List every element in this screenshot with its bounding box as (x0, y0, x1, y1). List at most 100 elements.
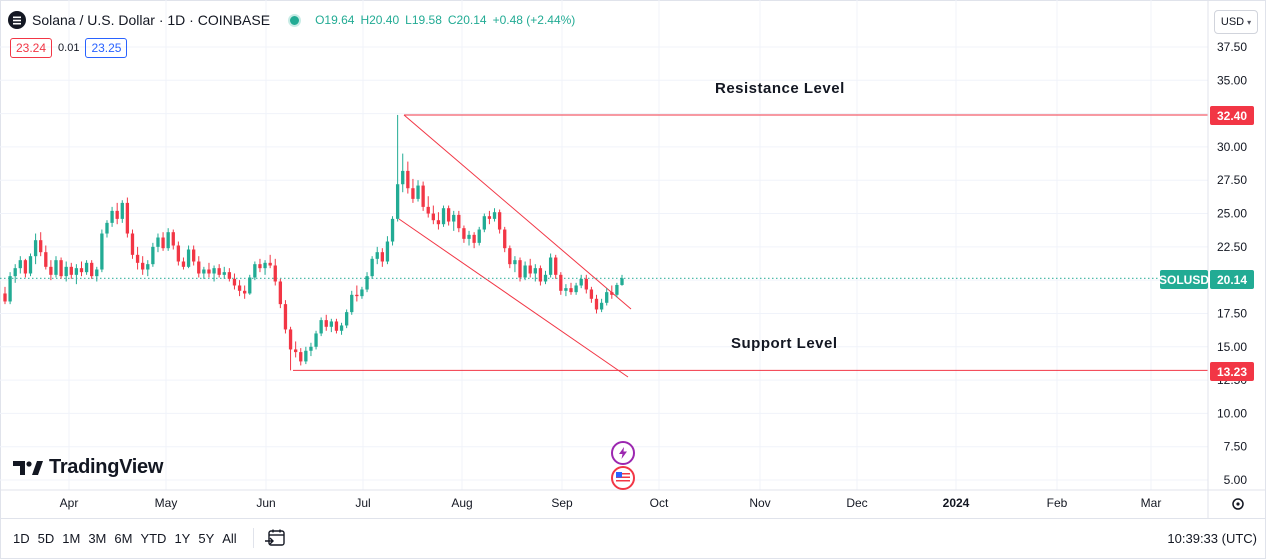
candle (171, 229, 175, 250)
us-flag-event-icon[interactable] (611, 466, 635, 490)
candle (59, 257, 63, 279)
candle (503, 226, 507, 253)
event-lightning-icon[interactable] (611, 441, 635, 465)
resistance-level-label[interactable]: Resistance Level (715, 80, 845, 97)
candle (375, 246, 379, 265)
candle (615, 282, 619, 298)
price-tick-label: 35.00 (1217, 73, 1247, 87)
time-tick-label: Aug (451, 496, 472, 510)
candle (324, 314, 328, 331)
candle (574, 282, 578, 295)
low-label: L (405, 13, 412, 27)
time-tick-label: Oct (650, 496, 669, 510)
candle (554, 254, 558, 279)
candle (202, 266, 206, 279)
range-button-5y[interactable]: 5Y (198, 530, 215, 546)
candle (431, 205, 435, 225)
candle (390, 216, 395, 246)
utc-clock[interactable]: 10:39:33 (UTC) (1167, 530, 1257, 546)
candle (176, 241, 181, 266)
range-button-1d[interactable]: 1D (13, 530, 30, 546)
candle (309, 342, 313, 357)
candle (90, 260, 94, 279)
symbol-title[interactable]: Solana / U.S. Dollar · 1D · COINBASE (32, 12, 271, 28)
price-tick-label: 15.00 (1217, 340, 1247, 354)
range-button-all[interactable]: All (222, 530, 237, 546)
candle (579, 274, 583, 289)
candle (508, 245, 512, 269)
current-price-text: 20.14 (1217, 273, 1247, 287)
candle (355, 285, 359, 302)
candle (487, 210, 492, 225)
sell-price-button[interactable]: 23.24 (10, 38, 53, 58)
resistance-price-tag: 32.40 (1210, 106, 1254, 125)
support-level-label[interactable]: Support Level (731, 335, 838, 352)
spread-value: 0.01 (58, 42, 80, 54)
candle (610, 285, 614, 299)
open-value: 19.64 (324, 13, 355, 27)
candle (197, 256, 201, 278)
calendar-goto-icon[interactable] (264, 527, 286, 549)
candle (166, 228, 170, 251)
candle (370, 256, 374, 279)
open-label: O (315, 13, 325, 27)
support-price-tag: 13.23 (1210, 362, 1254, 381)
range-button-3m[interactable]: 3M (88, 530, 107, 546)
settings-gear-icon[interactable] (1232, 498, 1244, 510)
candle (304, 346, 308, 365)
candle (217, 264, 221, 278)
candle (120, 200, 124, 223)
candle (18, 256, 22, 274)
candle (135, 246, 140, 270)
market-status-icon[interactable] (288, 13, 302, 27)
candle (161, 232, 165, 251)
range-button-1y[interactable]: 1Y (174, 530, 191, 546)
channel-lower-line[interactable] (398, 218, 629, 378)
candle (74, 264, 79, 285)
range-button-1m[interactable]: 1M (62, 530, 81, 546)
channel-upper-line[interactable] (403, 114, 632, 310)
range-buttons: 1D 5D 1M 3M 6M YTD 1Y 5Y All (9, 527, 241, 550)
candle (79, 261, 84, 277)
tradingview-logo[interactable]: TradingView (13, 456, 163, 479)
candle (569, 282, 573, 295)
time-tick-label: Nov (749, 496, 770, 510)
candle (594, 294, 599, 314)
solana-icon[interactable] (8, 11, 26, 29)
high-value: 20.40 (369, 13, 400, 27)
current-symbol-text: SOLUSD (1159, 273, 1209, 287)
candle (523, 261, 527, 281)
chart-grid (0, 0, 1208, 490)
range-button-6m[interactable]: 6M (114, 530, 133, 546)
quote-boxes: 23.24 0.01 23.25 (10, 38, 128, 58)
support-price-text: 13.23 (1217, 365, 1247, 379)
candle (100, 229, 104, 273)
price-tick-label: 25.00 (1217, 207, 1247, 221)
candle (467, 230, 471, 246)
time-tick-label: Jul (355, 496, 370, 510)
candle (156, 233, 160, 253)
buy-price-button[interactable]: 23.25 (85, 38, 128, 58)
range-button-5d[interactable]: 5D (37, 530, 55, 546)
candle (243, 285, 247, 299)
candle (436, 212, 441, 230)
candle (380, 248, 384, 267)
candle (237, 280, 242, 297)
candle (299, 348, 303, 366)
candle (589, 286, 594, 303)
candle (69, 262, 73, 279)
time-tick-label: Sep (551, 496, 573, 510)
candle (49, 260, 53, 281)
candle (477, 226, 481, 246)
currency-selector[interactable]: USD ▾ (1214, 10, 1258, 34)
candle (263, 260, 267, 275)
candle (406, 161, 410, 194)
candle (401, 153, 405, 193)
candle (319, 317, 323, 337)
tradingview-mark-icon (13, 460, 43, 475)
range-button-ytd[interactable]: YTD (140, 530, 167, 546)
candle (13, 264, 17, 283)
time-tick-label: Apr (60, 496, 79, 510)
candle (84, 260, 89, 275)
